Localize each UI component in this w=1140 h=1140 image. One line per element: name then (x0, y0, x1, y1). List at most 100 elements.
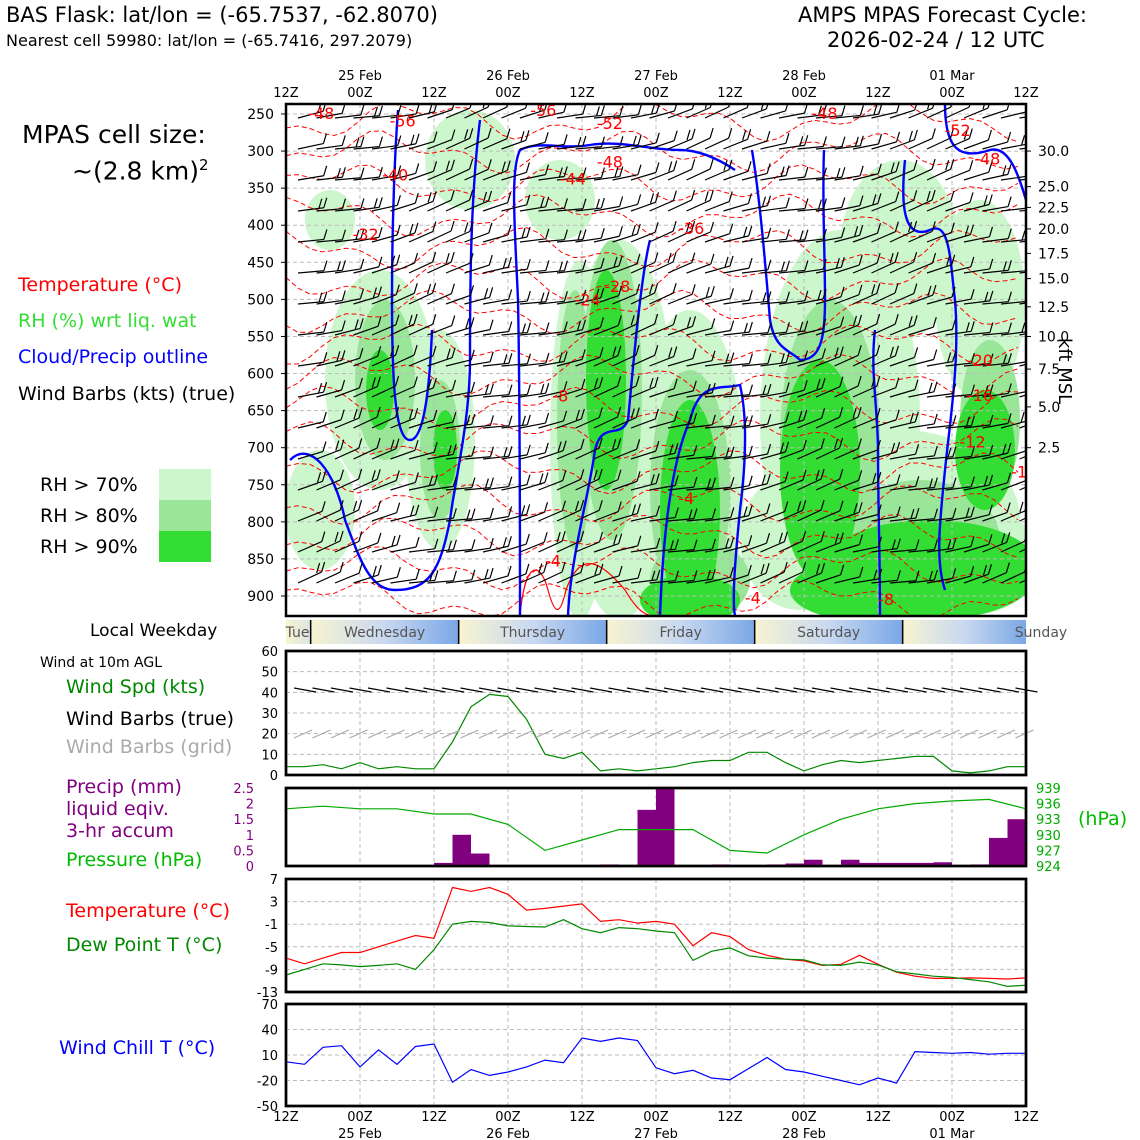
wind-barb-shaft (593, 205, 620, 212)
wind-barb-shaft (760, 421, 786, 429)
wind-barb-shaft (741, 108, 767, 119)
wind-barb-shaft (445, 107, 471, 119)
wind-barb-shaft (593, 325, 619, 336)
wind-barb-feather (371, 377, 376, 388)
surface-barb-true (996, 687, 1020, 693)
surface-barb-true (867, 687, 890, 693)
wind-barb-shaft (945, 234, 971, 243)
wind-barb-shaft (649, 420, 675, 429)
wind-barb-feather (396, 195, 401, 206)
wind-barb-shaft (1019, 271, 1026, 274)
wind-barb-shaft (760, 481, 786, 491)
wind-barb-feather (709, 127, 714, 139)
wind-barb-shaft (1019, 209, 1026, 212)
wind-barb-shaft (982, 511, 1008, 522)
wind-barb-shaft (316, 329, 343, 336)
wind-barb-shaft (556, 329, 583, 336)
wind-barb-shaft (408, 451, 435, 460)
wind-barb-shaft (871, 111, 897, 119)
wind-barb-feather (970, 446, 975, 457)
wind-barb-shaft (704, 233, 730, 243)
wind-barb-shaft (889, 230, 914, 243)
wind-barb-shaft (963, 107, 989, 119)
top-time-tick: 12Z (273, 86, 299, 101)
wind-barb-feather (852, 315, 858, 327)
wind-barb-shaft (519, 362, 546, 367)
wind-barb-shaft (464, 424, 491, 429)
wind-barb-feather (503, 354, 508, 365)
wind-barb-shaft (519, 541, 545, 553)
wind-barb-shaft (445, 391, 472, 398)
wind-barb-shaft (538, 111, 564, 119)
wind-barb-feather (378, 256, 383, 268)
wind-barb-shaft (334, 509, 359, 522)
wind-barb-feather (450, 159, 455, 170)
wind-barb-feather (674, 443, 679, 454)
wind-barb-shaft (704, 393, 731, 398)
wind-barb-feather (323, 165, 328, 176)
wind-barb-feather (859, 195, 864, 206)
weekday-label: Local Weekday (90, 621, 218, 641)
wind-barb-feather (1006, 472, 1012, 483)
wind-barb-feather (687, 413, 693, 425)
temperature-contour-label: -40 (382, 166, 408, 185)
wind-barb-shaft (427, 293, 452, 305)
wind-barb-shaft (408, 200, 434, 212)
wind-barb-feather (895, 191, 900, 202)
wind-barb-feather (706, 478, 711, 489)
temperature-contour-label: -4 (545, 551, 561, 570)
wind-barb-shaft (778, 571, 803, 584)
wind-barb-shaft (1000, 480, 1026, 491)
wind-barb-shaft (649, 170, 674, 181)
wind-barb-feather (815, 563, 821, 575)
wind-barb-shaft (334, 417, 360, 429)
wind-barb-shaft (408, 261, 433, 274)
wind-barb-feather (433, 131, 438, 142)
wind-barb-shaft (390, 172, 416, 181)
wind-barb-shaft (815, 206, 842, 212)
wind-barb-shaft (316, 479, 341, 491)
wind-barb-feather (396, 224, 401, 236)
wind-barb-feather (397, 105, 402, 116)
wind-barb-feather (984, 291, 989, 303)
wind-barb-feather (539, 104, 543, 112)
wind-barb-feather (508, 476, 513, 487)
wind-barb-feather (950, 159, 955, 170)
wind-barb-shaft (982, 332, 1009, 336)
wind-barb-feather (895, 441, 901, 453)
wind-barb-shaft (667, 422, 694, 429)
height-tick-label: 5.0 (1038, 400, 1060, 416)
legend-wind: Wind Barbs (kts) (true) (18, 383, 236, 405)
temperature-contour-label: -48 (597, 152, 623, 171)
wind-barb-shaft (556, 509, 581, 522)
wind-barb-feather (877, 536, 883, 547)
pressure-tick-label: 927 (1036, 844, 1061, 859)
wind-barb-feather (649, 193, 655, 204)
wind-panel-border (284, 649, 1028, 777)
wind-barb-shaft (408, 355, 434, 367)
wind-barb-feather (748, 290, 753, 301)
cell-size-line2: ~(2.8 km)2 (72, 156, 209, 185)
wind-barb-feather (914, 411, 919, 423)
wind-barb-shaft (334, 268, 361, 274)
wind-barb-feather (876, 344, 881, 356)
wind-barb-feather (914, 444, 920, 455)
wind-barb-shaft (982, 572, 1007, 584)
wind-barb-feather (360, 258, 365, 270)
wind-barb-feather (1005, 562, 1010, 573)
wind-barb-feather (933, 381, 938, 392)
wind-barb-feather (561, 531, 566, 542)
wind-barb-shaft (667, 579, 694, 584)
wind-barb-feather (950, 222, 955, 233)
wind-barb-shaft (538, 571, 563, 584)
wind-barb-feather (1002, 261, 1007, 272)
wind-barb-feather (600, 167, 605, 178)
wind-barb-feather (598, 407, 603, 418)
wind-barb-feather (933, 477, 938, 488)
ytick-label: 40 (261, 686, 278, 701)
wind-barb-shaft (630, 515, 657, 522)
wind-barb-shaft (741, 542, 767, 553)
wind-barb-feather (334, 531, 339, 543)
wind-barb-feather (557, 441, 562, 452)
wind-barb-shaft (815, 266, 842, 274)
